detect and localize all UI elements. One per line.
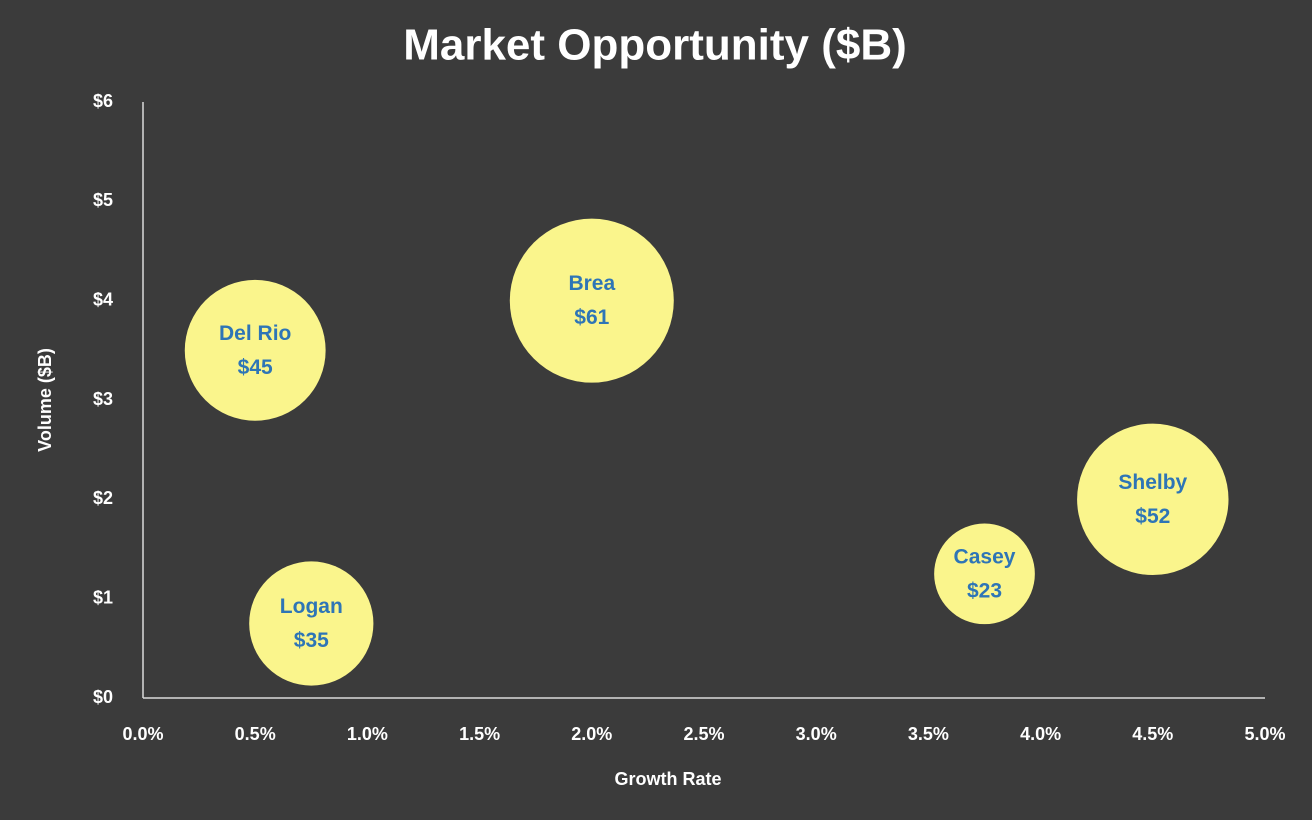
x-tick-label: 2.5% bbox=[683, 724, 724, 744]
data-label: $52 bbox=[1135, 505, 1170, 528]
bubble bbox=[249, 561, 374, 686]
x-tick-label: 3.5% bbox=[908, 724, 949, 744]
y-tick-label: $5 bbox=[93, 190, 113, 210]
chart-title: Market Opportunity ($B) bbox=[403, 21, 907, 70]
data-label: $35 bbox=[294, 629, 329, 652]
x-tick-label: 2.0% bbox=[571, 724, 612, 744]
x-tick-label: 1.0% bbox=[347, 724, 388, 744]
bubble bbox=[184, 279, 326, 421]
y-tick-label: $4 bbox=[93, 289, 113, 309]
x-tick-label: 0.0% bbox=[122, 724, 163, 744]
bubble bbox=[1077, 423, 1229, 576]
y-axis-title: Volume ($B) bbox=[35, 348, 55, 452]
bubble bbox=[509, 218, 674, 383]
y-tick-label: $1 bbox=[93, 587, 113, 607]
bubble bbox=[934, 523, 1035, 625]
y-tick-label: $3 bbox=[93, 389, 113, 409]
x-tick-label: 5.0% bbox=[1244, 724, 1285, 744]
bubble-label: Casey bbox=[954, 545, 1016, 568]
x-axis-title: Growth Rate bbox=[614, 769, 721, 789]
y-tick-label: $6 bbox=[93, 91, 113, 111]
data-label: $45 bbox=[238, 356, 273, 379]
bubble-label: Del Rio bbox=[219, 322, 291, 345]
data-label: $61 bbox=[574, 306, 609, 329]
x-tick-label: 4.5% bbox=[1132, 724, 1173, 744]
x-tick-label: 0.5% bbox=[235, 724, 276, 744]
x-tick-label: 1.5% bbox=[459, 724, 500, 744]
bubble-label: Logan bbox=[280, 595, 343, 618]
y-tick-label: $2 bbox=[93, 488, 113, 508]
y-tick-label: $0 bbox=[93, 687, 113, 707]
x-tick-label: 4.0% bbox=[1020, 724, 1061, 744]
bubble-label: Brea bbox=[568, 272, 615, 295]
bubble-label: Shelby bbox=[1118, 471, 1187, 494]
data-label: $23 bbox=[967, 579, 1002, 602]
x-tick-label: 3.0% bbox=[796, 724, 837, 744]
